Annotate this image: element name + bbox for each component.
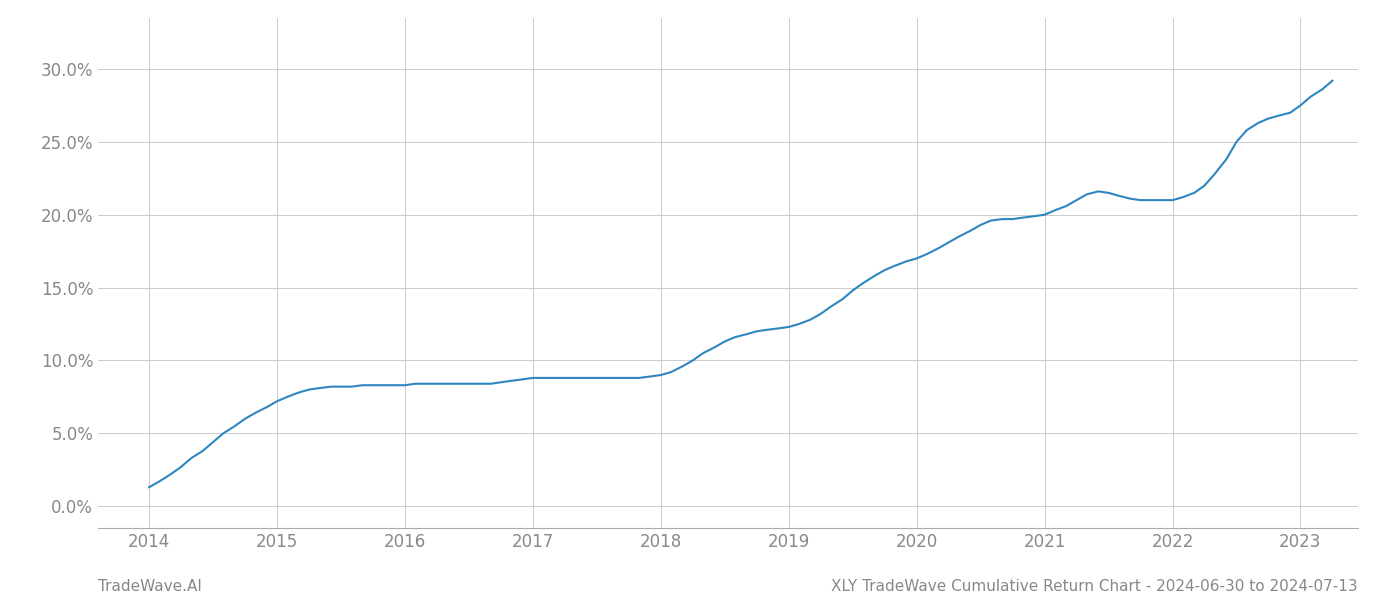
Text: XLY TradeWave Cumulative Return Chart - 2024-06-30 to 2024-07-13: XLY TradeWave Cumulative Return Chart - …: [832, 579, 1358, 594]
Text: TradeWave.AI: TradeWave.AI: [98, 579, 202, 594]
